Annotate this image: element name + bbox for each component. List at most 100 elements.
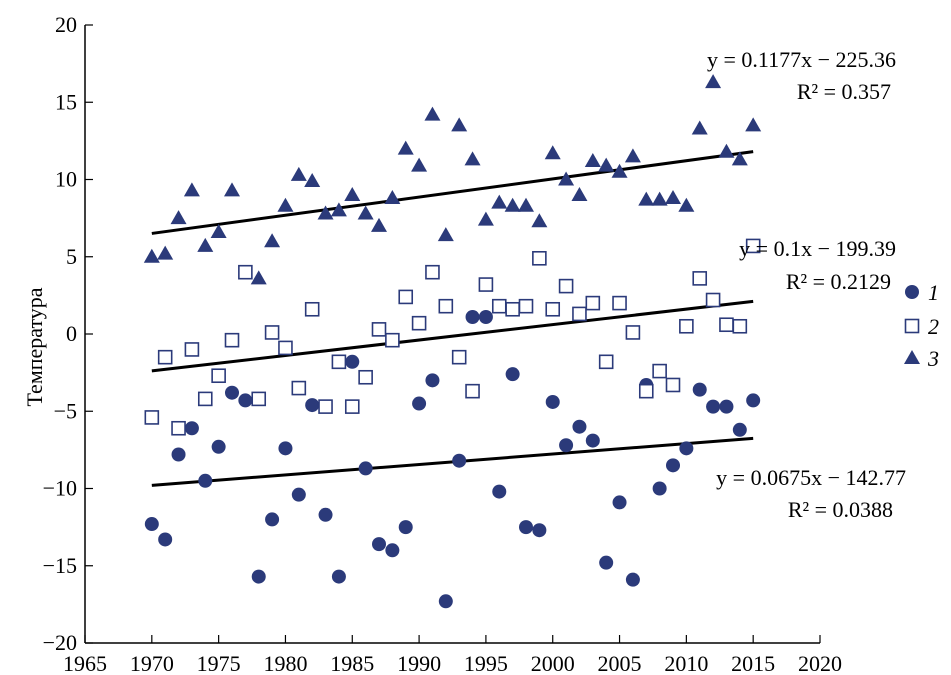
point-series-2 xyxy=(665,377,681,393)
point-series-1 xyxy=(732,422,747,437)
point-series-3 xyxy=(731,151,748,166)
point-series-2 xyxy=(398,289,414,305)
point-series-3 xyxy=(357,205,374,220)
point-series-3 xyxy=(250,270,267,285)
point-series-1 xyxy=(144,517,159,532)
data-points xyxy=(143,74,762,609)
point-series-2 xyxy=(385,332,400,348)
point-series-1 xyxy=(184,421,199,436)
point-series-3 xyxy=(691,120,708,135)
point-series-2 xyxy=(745,238,761,254)
y-ticks: −20 −15 −10 −5 0 5 10 15 20 xyxy=(43,12,93,655)
point-series-3 xyxy=(518,197,534,212)
point-series-2 xyxy=(251,391,267,407)
trend-line-series-3 xyxy=(151,150,754,235)
point-series-1 xyxy=(225,385,239,400)
point-series-1 xyxy=(265,512,280,527)
point-series-2 xyxy=(171,420,186,436)
point-series-1 xyxy=(385,543,400,558)
x-tick-label: 1965 xyxy=(63,651,107,675)
equation-series-1: y = 0.0675x − 142.77 xyxy=(716,465,906,490)
point-series-1 xyxy=(478,310,493,325)
point-series-2 xyxy=(425,264,440,280)
point-series-3 xyxy=(143,248,160,263)
point-series-1 xyxy=(612,495,627,510)
point-series-3 xyxy=(504,197,521,212)
x-tick-label: 2000 xyxy=(531,651,575,675)
point-series-1 xyxy=(545,394,560,409)
point-series-2 xyxy=(612,295,627,311)
point-series-1 xyxy=(251,569,266,584)
point-series-2 xyxy=(157,349,173,365)
point-series-2 xyxy=(291,380,307,396)
point-series-3 xyxy=(304,173,321,188)
r2-series-3: R² = 0.357 xyxy=(797,79,891,104)
point-series-3 xyxy=(210,224,227,239)
point-series-1 xyxy=(425,373,440,388)
point-series-2 xyxy=(518,298,534,314)
point-series-1 xyxy=(599,555,614,570)
point-series-3 xyxy=(651,191,668,206)
point-series-2 xyxy=(278,340,293,356)
point-series-3 xyxy=(344,186,361,201)
point-series-2 xyxy=(451,349,467,365)
y-axis-title: Температура xyxy=(22,287,47,406)
equation-series-2: y = 0.1x − 199.39 xyxy=(739,236,896,261)
x-tick-label: 1975 xyxy=(197,651,241,675)
point-series-2 xyxy=(692,271,708,286)
point-series-1 xyxy=(211,439,226,454)
point-series-1 xyxy=(398,520,413,535)
point-series-2 xyxy=(705,292,721,308)
point-series-1 xyxy=(492,484,507,499)
legend-marker-series-2 xyxy=(904,318,920,334)
point-series-1 xyxy=(345,354,360,369)
point-series-2 xyxy=(465,383,480,399)
point-series-2 xyxy=(572,306,587,322)
point-series-1 xyxy=(532,523,547,538)
point-series-3 xyxy=(371,217,387,232)
point-series-1 xyxy=(238,393,253,408)
y-tick-label: −20 xyxy=(43,630,77,655)
x-tick-label: 1985 xyxy=(330,651,374,675)
y-tick-label: 15 xyxy=(55,89,77,114)
point-series-2 xyxy=(344,399,360,414)
x-tick-label: 1995 xyxy=(464,651,508,675)
point-series-1 xyxy=(331,569,346,584)
r2-series-2: R² = 0.2129 xyxy=(786,269,891,294)
point-series-3 xyxy=(705,74,722,89)
legend-label-series-2: 2 xyxy=(928,314,939,339)
point-series-2 xyxy=(558,278,574,294)
point-series-1 xyxy=(291,487,306,502)
point-series-2 xyxy=(732,318,748,334)
point-series-1 xyxy=(452,453,467,468)
point-series-1 xyxy=(438,594,453,609)
x-ticks: 1965 1970 1975 1980 1985 1990 1995 2000 2005 2010… xyxy=(63,635,842,675)
x-tick-label: 2020 xyxy=(798,651,842,675)
point-series-2 xyxy=(719,317,734,333)
axes: 1965 1970 1975 1980 1985 1990 1995 2000 2005 2010… xyxy=(43,12,842,675)
point-series-2 xyxy=(598,354,614,370)
point-series-2 xyxy=(264,325,280,340)
point-series-2 xyxy=(211,368,226,384)
point-series-3 xyxy=(491,194,508,209)
point-series-3 xyxy=(277,197,294,212)
point-series-3 xyxy=(317,205,334,220)
legend-marker-series-3 xyxy=(904,350,920,364)
point-series-3 xyxy=(437,227,454,242)
point-series-1 xyxy=(198,473,213,488)
trend-equations: y = 0.0675x − 142.77 R² = 0.0388 y = 0.1x … xyxy=(707,47,906,522)
point-series-2 xyxy=(358,369,373,385)
point-series-2 xyxy=(318,399,333,414)
point-series-1 xyxy=(572,419,587,434)
point-series-1 xyxy=(746,393,761,408)
point-series-1 xyxy=(372,537,386,552)
point-series-2 xyxy=(652,363,667,379)
point-series-1 xyxy=(465,310,480,325)
point-series-3 xyxy=(157,245,174,260)
point-series-2 xyxy=(438,298,454,314)
point-series-1 xyxy=(666,458,680,473)
point-series-1 xyxy=(652,481,667,496)
x-tick-label: 1970 xyxy=(130,651,174,675)
point-series-1 xyxy=(158,532,173,547)
